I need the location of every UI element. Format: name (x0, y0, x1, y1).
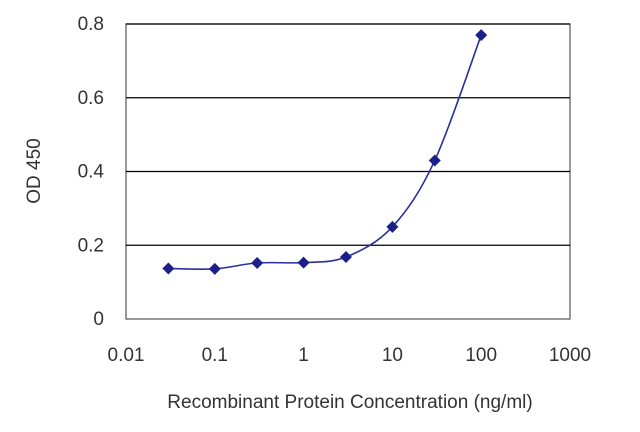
x-tick-labels: 0.01 0.1 1 10 100 1000 (108, 345, 592, 366)
y-axis-title: OD 450 (24, 138, 45, 203)
data-point (208, 262, 221, 275)
x-tick-label: 0.1 (202, 345, 228, 366)
series-layer (162, 29, 488, 275)
data-point (428, 154, 441, 167)
y-tick-label: 0.6 (78, 88, 104, 109)
x-tick-label: 0.01 (108, 345, 145, 366)
y-tick-label: 0.4 (78, 162, 105, 183)
data-point (339, 251, 352, 264)
data-point (251, 256, 264, 269)
x-tick-label: 10 (382, 345, 403, 366)
x-axis-title: Recombinant Protein Concentration (ng/ml… (167, 392, 532, 413)
x-tick-label: 100 (465, 345, 497, 366)
y-tick-label: 0.8 (78, 14, 104, 35)
gridlines (126, 23, 570, 246)
y-tick-label: 0 (93, 309, 104, 330)
y-tick-label: 0.2 (78, 235, 104, 256)
data-point (386, 220, 399, 233)
series-line (168, 34, 482, 270)
data-point (475, 29, 488, 42)
x-tick-label: 1000 (549, 345, 591, 366)
y-tick-labels: 0 0.2 0.4 0.6 0.8 (78, 14, 105, 330)
data-point (162, 262, 175, 275)
x-tick-label: 1 (298, 345, 309, 366)
data-point (297, 256, 310, 269)
